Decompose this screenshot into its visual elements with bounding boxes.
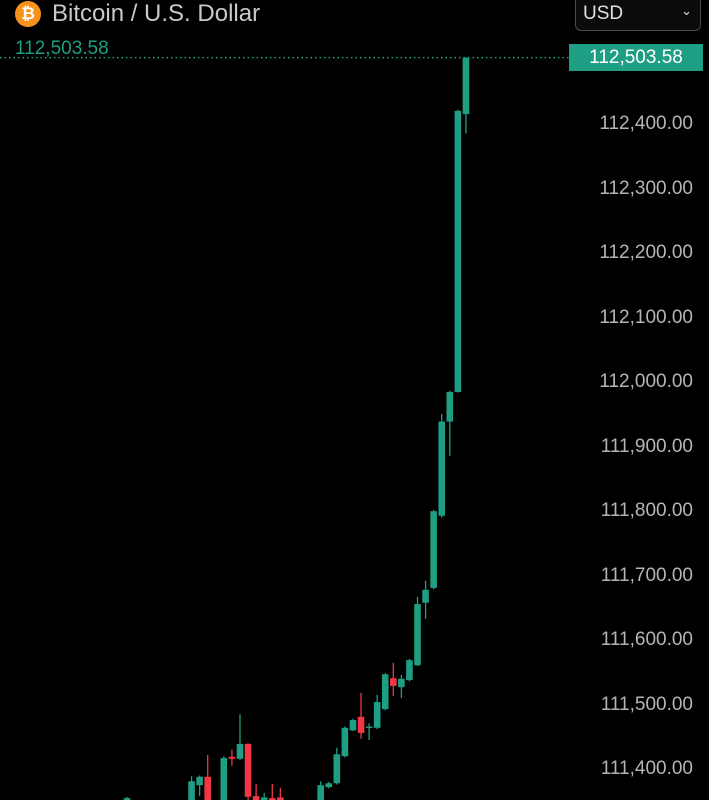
candle-up bbox=[454, 109, 462, 393]
price-tick-label: 112,100.00 bbox=[599, 306, 693, 328]
candle-up bbox=[220, 756, 228, 800]
price-tick-label: 111,400.00 bbox=[600, 758, 693, 780]
price-tick-label: 111,900.00 bbox=[600, 435, 693, 457]
candle-body bbox=[188, 781, 195, 800]
candle-up bbox=[236, 714, 244, 761]
candle-body bbox=[204, 776, 211, 800]
candle-body bbox=[317, 785, 324, 800]
candle-body bbox=[462, 57, 470, 115]
candle-body bbox=[277, 797, 284, 800]
candle-body bbox=[333, 754, 341, 784]
candle-body bbox=[454, 110, 462, 392]
candle-up bbox=[365, 723, 373, 741]
candle-body bbox=[268, 798, 276, 800]
header: ₿ Bitcoin / U.S. Dollar USD ⌄ bbox=[0, 0, 709, 34]
candle-down bbox=[268, 783, 276, 800]
candle-body bbox=[438, 421, 446, 516]
candle-up bbox=[317, 781, 324, 800]
candles bbox=[123, 57, 470, 800]
candle-up bbox=[341, 726, 349, 758]
candle-body bbox=[220, 758, 228, 800]
currency-value: USD bbox=[583, 3, 624, 24]
candle-up bbox=[398, 674, 405, 699]
candle-body bbox=[414, 604, 421, 666]
candle-up bbox=[325, 781, 333, 789]
candle-up bbox=[188, 776, 195, 800]
last-price-axis-badge: 112,503.58 bbox=[569, 44, 703, 71]
candle-down bbox=[228, 749, 236, 766]
candle-body bbox=[228, 756, 236, 759]
price-tick-label: 112,200.00 bbox=[599, 242, 693, 264]
candle-up bbox=[123, 796, 131, 800]
candle-body bbox=[349, 720, 357, 731]
candle-up bbox=[333, 747, 341, 785]
candle-body bbox=[357, 716, 365, 733]
candle-body bbox=[252, 796, 260, 800]
candle-up bbox=[196, 775, 203, 797]
price-tick-label: 112,000.00 bbox=[599, 371, 693, 393]
candle-up bbox=[373, 694, 381, 730]
candle-body bbox=[398, 678, 405, 688]
last-price-left-label: 112,503.58 bbox=[15, 38, 109, 59]
candle-body bbox=[430, 511, 437, 588]
candle-body bbox=[196, 776, 203, 786]
candle-body bbox=[446, 391, 454, 422]
candle-up bbox=[422, 580, 429, 619]
candle-down bbox=[357, 692, 365, 739]
candle-body bbox=[325, 783, 333, 788]
candle-up bbox=[349, 718, 357, 732]
symbol-title[interactable]: Bitcoin / U.S. Dollar bbox=[52, 0, 261, 27]
candle-up bbox=[406, 658, 413, 682]
candle-up bbox=[260, 792, 268, 800]
candle-body bbox=[341, 727, 349, 757]
candle-up bbox=[381, 673, 389, 711]
candle-body bbox=[365, 726, 373, 729]
candle-up bbox=[438, 413, 446, 518]
candle-up bbox=[462, 57, 470, 134]
price-tick-label: 111,600.00 bbox=[600, 629, 693, 651]
candle-down bbox=[252, 783, 260, 800]
candle-up bbox=[446, 390, 454, 456]
candle-body bbox=[381, 674, 389, 710]
chevron-down-icon: ⌄ bbox=[681, 3, 692, 18]
candle-up bbox=[414, 596, 421, 666]
candle-body bbox=[123, 798, 131, 800]
candle-down bbox=[390, 662, 397, 697]
candle-body bbox=[260, 797, 268, 800]
price-tick-label: 111,700.00 bbox=[600, 564, 693, 586]
candle-body bbox=[236, 743, 244, 759]
price-tick-label: 112,400.00 bbox=[599, 113, 693, 135]
candle-body bbox=[406, 660, 413, 681]
candle-body bbox=[422, 589, 429, 603]
candle-up bbox=[430, 509, 437, 590]
candle-body bbox=[244, 743, 252, 797]
candle-body bbox=[373, 702, 381, 728]
price-tick-label: 111,800.00 bbox=[600, 500, 693, 522]
candle-down bbox=[244, 743, 252, 800]
price-tick-label: 111,500.00 bbox=[600, 693, 693, 715]
candle-body bbox=[390, 678, 397, 686]
candle-down bbox=[277, 787, 284, 800]
price-tick-label: 112,300.00 bbox=[599, 177, 693, 199]
bitcoin-icon: ₿ bbox=[15, 1, 41, 27]
currency-select[interactable]: USD ⌄ bbox=[575, 0, 701, 31]
candle-down bbox=[204, 754, 211, 800]
